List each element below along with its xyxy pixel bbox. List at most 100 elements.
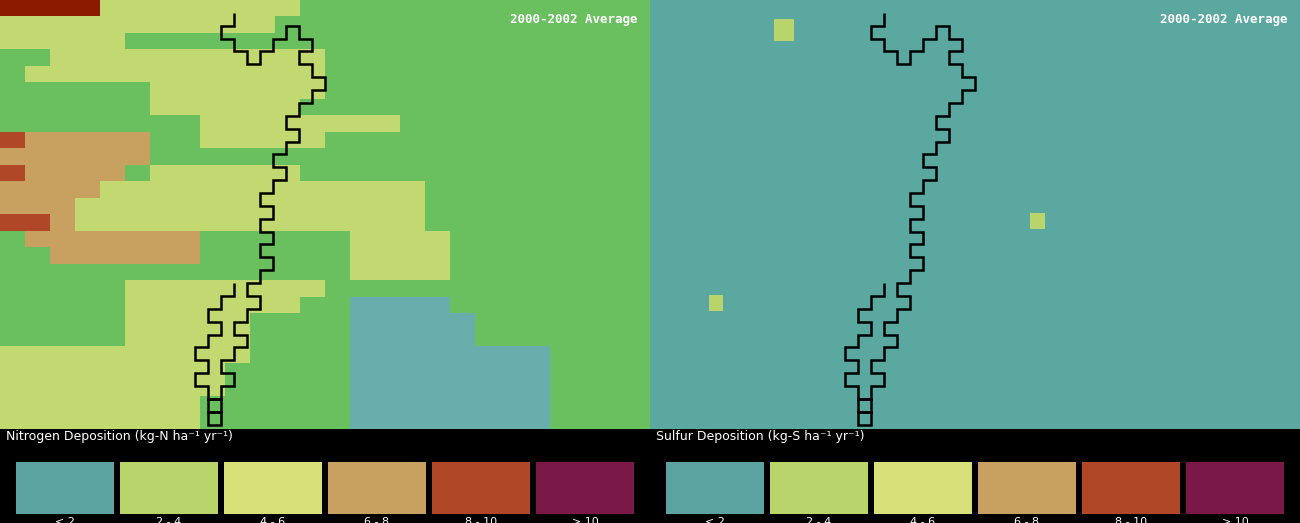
Bar [125,0,150,17]
Bar [75,379,100,396]
Bar [125,247,150,264]
Bar [276,0,300,17]
Bar [225,0,250,17]
Bar [425,412,450,429]
Bar [225,165,250,181]
Bar [49,165,75,181]
Text: 2 - 4: 2 - 4 [156,517,182,523]
Bar [125,132,150,149]
Bar [200,50,225,66]
Bar [16,462,114,514]
Bar [200,214,225,231]
Bar [75,181,100,198]
Bar [276,297,300,313]
Bar [100,198,125,214]
Bar [49,346,75,363]
Bar [75,149,100,165]
Text: 4 - 6: 4 - 6 [260,517,286,523]
Bar [525,346,550,363]
Bar [350,412,374,429]
Bar [49,214,75,231]
Bar [75,363,100,379]
Bar [176,396,200,412]
Bar [425,396,450,412]
Bar [350,363,374,379]
Bar [200,116,225,132]
Bar [374,346,400,363]
Bar [525,412,550,429]
Bar [150,379,176,396]
Bar [400,198,425,214]
Bar [225,132,250,149]
Bar [525,363,550,379]
Bar [536,462,634,514]
Bar [150,363,176,379]
Bar [176,0,200,17]
Bar [25,165,49,181]
Bar [100,181,125,198]
Bar [276,132,300,149]
Bar [125,198,150,214]
Bar [25,363,49,379]
Bar [125,66,150,83]
Bar [200,165,225,181]
Bar [150,181,176,198]
Bar [276,181,300,198]
Text: 8 - 10: 8 - 10 [465,517,497,523]
Bar [200,379,225,396]
Bar [150,17,176,33]
Bar [400,313,425,330]
Bar [300,198,325,214]
Bar [200,99,225,116]
Bar [0,165,25,181]
Bar [0,181,25,198]
Bar [525,396,550,412]
Text: < 2: < 2 [705,517,725,523]
Bar [374,313,400,330]
Text: 4 - 6: 4 - 6 [910,517,936,523]
Bar [100,412,125,429]
Bar [450,330,474,346]
Bar [0,412,25,429]
Bar [49,412,75,429]
Bar [176,181,200,198]
Bar [400,264,425,280]
Text: 2000-2002 Average: 2000-2002 Average [1160,13,1287,26]
Bar [100,132,125,149]
Bar [350,214,374,231]
Bar [250,0,276,17]
Bar [250,214,276,231]
Bar [450,346,474,363]
Bar [125,50,150,66]
Bar [474,396,500,412]
Bar [300,280,325,297]
Bar [500,346,525,363]
Bar [75,33,100,50]
Bar [425,297,450,313]
Bar [176,198,200,214]
Bar [250,66,276,83]
Bar [250,50,276,66]
Bar [500,412,525,429]
Bar [1186,462,1284,514]
Bar [150,99,176,116]
Bar [374,264,400,280]
Bar [400,247,425,264]
Bar [125,149,150,165]
Bar [500,379,525,396]
Bar [49,247,75,264]
Bar [474,379,500,396]
Bar [250,17,276,33]
Bar [225,181,250,198]
Bar [25,396,49,412]
Bar [75,247,100,264]
Bar [225,116,250,132]
Bar [708,294,723,311]
Bar [100,0,125,17]
Bar [350,396,374,412]
Bar [125,363,150,379]
Bar [276,214,300,231]
Bar [200,346,225,363]
Bar [500,363,525,379]
Text: 6 - 8: 6 - 8 [1014,517,1040,523]
